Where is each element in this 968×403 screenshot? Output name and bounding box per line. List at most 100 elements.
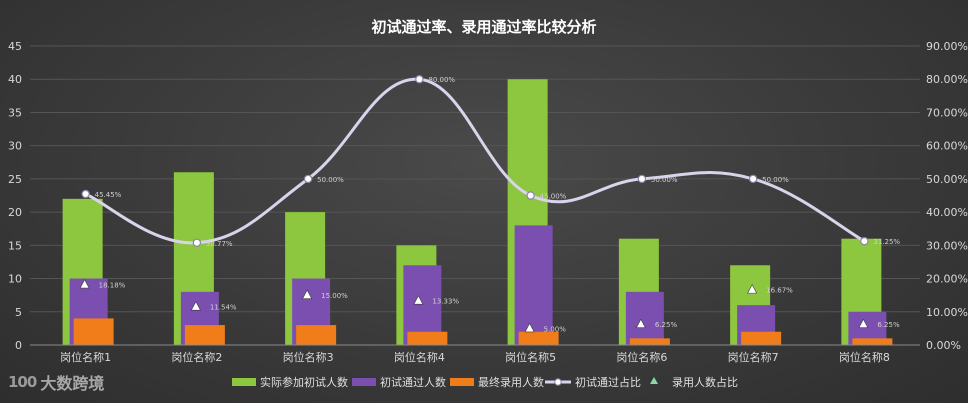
bar	[625, 291, 664, 345]
legend-item-4: 初试通过占比	[545, 375, 641, 389]
bar	[518, 331, 559, 345]
bar	[296, 325, 337, 345]
bar-series-3	[73, 318, 893, 345]
scatter-data-label: 5.00%	[544, 325, 567, 333]
y-right-tick-label: 20.00%	[926, 273, 968, 286]
legend: 实际参加初试人数 初试通过人数 最终录用人数 初试通过占比 录用人数占比	[232, 375, 738, 389]
scatter-point	[747, 283, 758, 294]
y-right-tick-label: 90.00%	[926, 40, 968, 53]
scatter-data-label: 6.25%	[655, 321, 678, 329]
y-right-tick-label: 70.00%	[926, 106, 968, 119]
legend-item-3: 最终录用人数	[450, 375, 544, 389]
scatter-point	[302, 289, 313, 299]
y-left-tick-label: 30	[8, 140, 22, 153]
x-tick-label: 岗位名称5	[505, 350, 556, 364]
scatter-point	[524, 322, 535, 333]
y-right-tick-label: 50.00%	[926, 173, 968, 186]
scatter-series	[79, 278, 869, 333]
scatter-point	[190, 301, 201, 311]
x-tick-label: 岗位名称2	[171, 350, 222, 364]
line-point	[637, 174, 647, 184]
bar	[184, 325, 225, 345]
legend-item-1: 实际参加初试人数	[232, 375, 348, 389]
legend-swatch	[352, 378, 376, 386]
y-left-tick-label: 0	[15, 339, 22, 352]
y-right-tick-label: 60.00%	[926, 140, 968, 153]
x-tick-label: 岗位名称3	[283, 350, 334, 364]
line-point	[192, 238, 202, 247]
y-left-tick-label: 10	[8, 273, 22, 286]
y-left-tick-label: 15	[8, 239, 22, 252]
line-point	[860, 236, 869, 246]
y-left-tick-label: 45	[8, 40, 22, 53]
scatter-point	[79, 278, 90, 289]
line-point	[748, 174, 758, 184]
bars	[62, 79, 893, 345]
line-data-label: 31.25%	[873, 238, 900, 246]
legend-label: 实际参加初试人数	[260, 375, 348, 389]
legend-label: 初试通过人数	[380, 375, 446, 389]
line-data-label: 30.77%	[206, 240, 233, 248]
y-left-tick-label: 25	[8, 173, 22, 186]
gridlines	[30, 45, 920, 346]
legend-label: 录用人数占比	[672, 375, 738, 389]
y-right-tick-label: 40.00%	[926, 206, 968, 219]
bar	[852, 338, 893, 345]
scatter-point	[413, 295, 424, 305]
scatter-point	[635, 318, 646, 329]
logo-text: 大数跨境	[40, 374, 105, 393]
bar	[407, 331, 448, 345]
x-tick-label: 岗位名称4	[394, 350, 445, 364]
bar	[514, 225, 553, 345]
data-labels: 45.45% 30.77% 50.00% 80.00% 45.00% 50.00% 50.0…	[95, 76, 901, 333]
y-left-tick-label: 35	[8, 106, 22, 119]
y-right-tick-label: 80.00%	[926, 73, 968, 86]
line-data-label: 80.00%	[428, 76, 455, 84]
line-data-label: 45.45%	[95, 191, 122, 199]
legend-item-2: 初试通过人数	[352, 375, 446, 389]
line-point	[526, 191, 535, 200]
line-point	[81, 189, 90, 199]
scatter-data-label: 16.67%	[766, 287, 793, 295]
x-tick-label: 岗位名称1	[60, 350, 111, 364]
bar	[741, 331, 782, 345]
legend-swatch	[232, 378, 256, 386]
watermark-logo: 100 大数跨境	[8, 370, 104, 394]
bar	[629, 338, 670, 345]
chart-title: 初试通过率、录用通过率比较分析	[371, 18, 596, 36]
line-point	[415, 75, 424, 84]
x-tick-label: 岗位名称6	[616, 350, 667, 364]
line-data-label: 50.00%	[651, 176, 678, 184]
line-series	[81, 75, 869, 247]
line-data-label: 50.00%	[762, 176, 789, 184]
x-tick-label: 岗位名称8	[839, 350, 890, 364]
y-left-tick-label: 20	[8, 206, 22, 219]
scatter-data-label: 6.25%	[877, 321, 900, 329]
legend-marker	[650, 377, 658, 384]
line-path	[85, 77, 866, 245]
legend-item-5: 录用人数占比	[650, 375, 738, 389]
line-data-label: 45.00%	[540, 193, 567, 201]
y-right-tick-label: 30.00%	[926, 239, 968, 252]
legend-swatch	[450, 378, 474, 386]
y-right-tick-label: 0.00%	[926, 339, 961, 352]
axes: 0 5 10 15 20 25 30 35 40 45 0.00% 10.00% 20.00% 30.00…	[8, 40, 968, 364]
scatter-point	[858, 318, 869, 329]
logo-mark: 100	[8, 373, 37, 391]
line-data-label: 50.00%	[317, 176, 344, 184]
bar	[73, 318, 114, 345]
line-point	[303, 174, 313, 184]
x-tick-label: 岗位名称7	[728, 350, 779, 364]
scatter-data-label: 13.33%	[432, 298, 459, 306]
y-right-tick-label: 10.00%	[926, 306, 968, 319]
scatter-data-label: 18.18%	[99, 282, 126, 290]
legend-label: 初试通过占比	[575, 375, 641, 389]
legend-label: 最终录用人数	[478, 375, 544, 389]
scatter-data-label: 15.00%	[321, 292, 348, 300]
scatter-data-label: 11.54%	[210, 304, 237, 312]
y-left-tick-label: 5	[15, 306, 22, 319]
legend-marker	[554, 378, 562, 386]
y-left-tick-label: 40	[8, 73, 22, 86]
